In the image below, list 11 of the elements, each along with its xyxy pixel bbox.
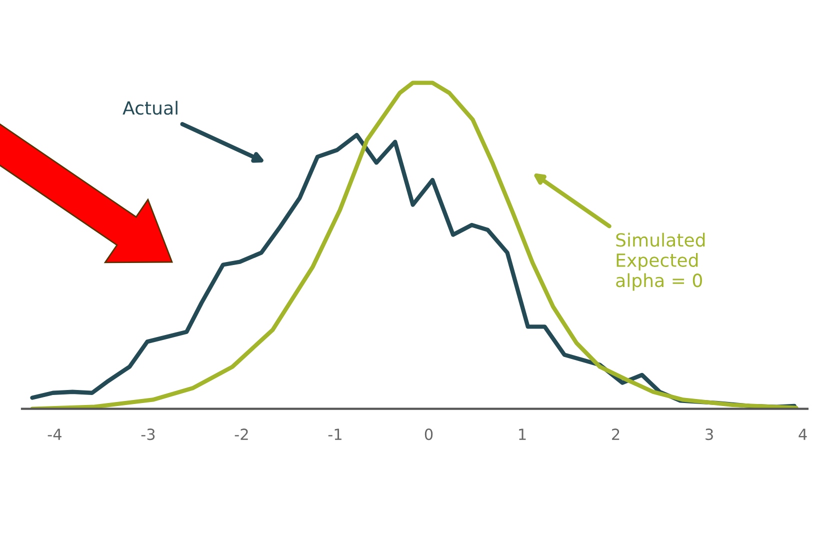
x-tick-label: -3: [141, 428, 155, 440]
x-tick-label: -2: [234, 428, 248, 440]
x-tick-label: 1: [519, 428, 526, 440]
text: Actual: [122, 100, 178, 115]
x-tick-label: -1: [328, 428, 342, 440]
x-tick-label: 3: [706, 428, 713, 440]
x-tick-label: 0: [424, 428, 433, 440]
x-tick-label: 4: [798, 428, 807, 440]
text: Simulated Expected alpha = 0: [616, 232, 705, 291]
x-tick-label: 2: [612, 428, 620, 440]
x-tick-label: -4: [48, 428, 62, 440]
